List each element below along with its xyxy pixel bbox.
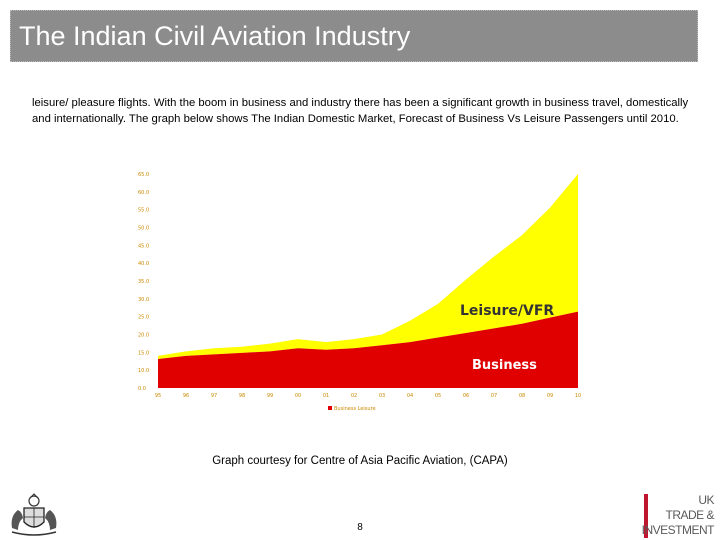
- uk-trade-investment-logo: UK TRADE & INVESTMENT: [640, 494, 718, 538]
- x-tick-label: 09: [547, 393, 553, 399]
- logo-line-investment: INVESTMENT: [641, 523, 715, 537]
- y-tick-label: 15.0: [138, 350, 149, 356]
- legend-text: Business Leisure: [334, 406, 376, 412]
- x-tick-label: 03: [379, 393, 385, 399]
- logo-accent-bar: [644, 494, 648, 538]
- y-tick-label: 0.0: [138, 386, 146, 392]
- x-tick-label: 07: [491, 393, 497, 399]
- x-tick-label: 99: [267, 393, 273, 399]
- forecast-area-chart: 0.0 10.0 15.0 20.0 25.0 30.0 35.0 40.0 45.0 50.0 5…: [138, 172, 581, 412]
- x-tick-label: 06: [463, 393, 469, 399]
- x-tick-label: 98: [239, 393, 245, 399]
- y-tick-label: 10.0: [138, 368, 149, 374]
- x-tick-label: 96: [183, 393, 189, 399]
- y-tick-label: 45.0: [138, 243, 149, 249]
- logo-line-trade: TRADE &: [665, 508, 714, 522]
- y-tick-label: 25.0: [138, 315, 149, 321]
- y-tick-label: 30.0: [138, 297, 149, 303]
- title-bar: The Indian Civil Aviation Industry: [10, 10, 698, 62]
- x-tick-label: 02: [351, 393, 357, 399]
- series-label-leisure-vfr: Leisure/VFR: [460, 303, 554, 319]
- series-label-business: Business: [472, 358, 537, 373]
- y-tick-label: 65.0: [138, 172, 149, 178]
- logo-line-uk: UK: [698, 493, 714, 507]
- legend-swatch: [328, 406, 332, 410]
- y-tick-label: 40.0: [138, 261, 149, 267]
- x-tick-label: 04: [407, 393, 413, 399]
- y-tick-label: 60.0: [138, 190, 149, 196]
- x-tick-label: 97: [211, 393, 217, 399]
- y-tick-label: 55.0: [138, 208, 149, 214]
- page-number: 8: [357, 522, 363, 533]
- body-paragraph: leisure/ pleasure flights. With the boom…: [32, 97, 689, 125]
- royal-coat-of-arms-icon: [11, 493, 57, 536]
- x-tick-label: 00: [295, 393, 301, 399]
- chart-caption: Graph courtesy for Centre of Asia Pacifi…: [212, 455, 508, 467]
- y-tick-label: 50.0: [138, 226, 149, 232]
- x-tick-label: 01: [323, 393, 329, 399]
- y-tick-label: 20.0: [138, 333, 149, 339]
- x-tick-label: 05: [435, 393, 441, 399]
- series-area-business: [158, 311, 578, 388]
- series-area-leisure-vfr: [158, 174, 578, 359]
- x-tick-label: 08: [519, 393, 525, 399]
- x-tick-label: 10: [575, 393, 581, 399]
- page-title: The Indian Civil Aviation Industry: [19, 21, 411, 51]
- y-tick-label: 35.0: [138, 279, 149, 285]
- x-tick-label: 95: [155, 393, 161, 399]
